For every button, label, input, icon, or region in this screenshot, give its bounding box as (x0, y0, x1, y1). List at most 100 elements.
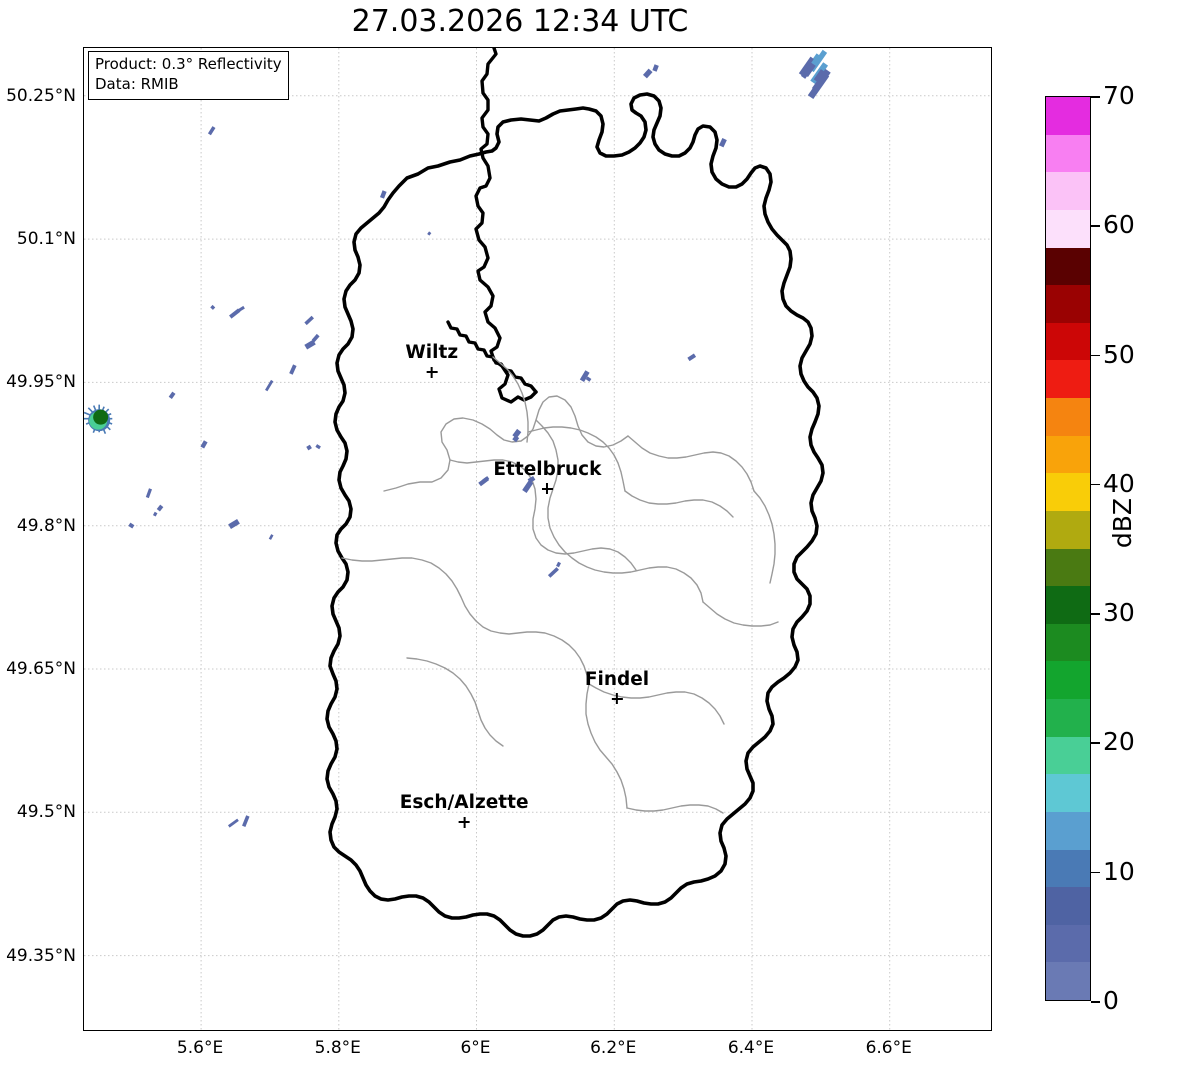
radar-echo-speckle (207, 126, 216, 136)
radar-echo-speckle (478, 476, 490, 487)
colorbar-band-22 (1046, 134, 1090, 173)
colorbar-tick-label: 10 (1103, 856, 1135, 886)
radar-echo-speckle (719, 138, 727, 148)
colorbar-band-14 (1046, 435, 1090, 474)
colorbar-band-13 (1046, 473, 1090, 511)
colorbar-tick (1091, 613, 1100, 615)
colorbar-tick (1091, 225, 1100, 227)
radar-echo-speckle (304, 315, 314, 326)
colorbar-band-20 (1046, 209, 1090, 248)
radar-echo-speckle (547, 561, 561, 578)
latitude-tick-label: 49.5°N (16, 802, 76, 823)
info-data-line: Data: RMIB (95, 74, 179, 93)
colorbar-tick (1091, 742, 1100, 744)
radar-echo-streak (807, 68, 831, 100)
reflectivity-colorbar[interactable] (1045, 96, 1091, 1001)
canton-boundaries (341, 356, 779, 814)
radar-echo-speckle (289, 364, 297, 375)
radar-echo-streak (798, 56, 816, 79)
colorbar-tick-label: 60 (1103, 210, 1135, 240)
city-marker-ettelbruck: Ettelbruck (493, 458, 602, 495)
radar-echo-layer (84, 49, 831, 828)
colorbar-tick (1091, 483, 1100, 486)
colorbar-tick-label: 0 (1103, 986, 1119, 1015)
plus-marker-icon (541, 483, 553, 495)
longitude-tick-label: 6.6°E (865, 1038, 912, 1058)
longitude-tick-label: 6.4°E (727, 1038, 775, 1058)
colorbar-tick (1091, 96, 1100, 98)
latitude-tick-label: 50.1°N (16, 229, 76, 250)
colorbar-band-15 (1046, 398, 1090, 436)
product-info-box: Product: 0.3° Reflectivity Data: RMIB (88, 51, 289, 100)
radar-echo-speckle (145, 488, 153, 499)
luxembourg-border (325, 92, 825, 938)
colorbar-band-8 (1046, 661, 1090, 699)
city-label: Esch/Alzette (399, 792, 529, 814)
page-title: 27.03.2026 12:34 UTC (351, 4, 689, 39)
latitude-tick-label: 49.65°N (6, 658, 76, 679)
colorbar-band-5 (1046, 774, 1090, 812)
colorbar-band-6 (1046, 736, 1090, 775)
colorbar-band-3 (1046, 849, 1090, 888)
colorbar-tick (1091, 1001, 1100, 1003)
colorbar-band-4 (1046, 811, 1090, 850)
colorbar-tick-label: 40 (1103, 468, 1135, 498)
colorbar-tick (1091, 354, 1100, 357)
colorbar-tick-label: 30 (1103, 598, 1135, 628)
radar-echo-speckle (687, 353, 697, 362)
city-label: Wiltz (405, 342, 459, 364)
radar-echo-speckle (228, 519, 240, 529)
radar-echo-speckle (229, 305, 245, 319)
colorbar-band-7 (1046, 699, 1090, 737)
radar-echo-speckle (265, 379, 274, 392)
city-marker-esch-alzette: Esch/Alzette (400, 794, 529, 828)
plus-marker-icon (611, 693, 623, 705)
radar-echo-speckle (128, 522, 135, 529)
colorbar-tick (1091, 871, 1100, 874)
colorbar-band-18 (1046, 285, 1090, 323)
radar-echo-speckle (200, 440, 208, 449)
radar-echo-speckle (306, 444, 321, 451)
map-plot-area[interactable]: Wiltz Ettelbruck Findel Esch/Alzette (83, 47, 992, 1031)
colorbar-tick-label: 20 (1103, 727, 1135, 757)
radar-echo-speckle (642, 64, 659, 79)
radar-echo-speckle (268, 534, 274, 540)
radar-echo-speckle (168, 391, 176, 399)
radar-echo-speckle (304, 333, 320, 350)
latitude-tick-label: 49.95°N (6, 372, 76, 393)
longitude-tick-label: 6°E (460, 1038, 491, 1058)
colorbar-band-21 (1046, 172, 1090, 210)
country-borders (446, 48, 538, 404)
colorbar-band-12 (1046, 510, 1090, 549)
radar-echo-speckle (227, 815, 250, 828)
radar-echo-speckle (379, 190, 387, 199)
radar-echo-speckle (152, 504, 164, 517)
map-gridlines (84, 48, 991, 1030)
radar-echo-speckle (522, 476, 536, 494)
info-product-line: Product: 0.3° Reflectivity (95, 55, 282, 73)
latitude-tick-label: 50.25°N (6, 85, 76, 106)
city-label: Findel (584, 668, 650, 690)
colorbar-band-1 (1046, 924, 1090, 963)
colorbar-band-10 (1046, 586, 1090, 624)
radar-echo-speckle (579, 370, 592, 382)
radar-echo-speckle (427, 231, 432, 236)
map-canvas (84, 48, 991, 1030)
colorbar-band-0 (1046, 962, 1090, 1000)
colorbar-band-17 (1046, 322, 1090, 361)
longitude-tick-label: 6.2°E (590, 1038, 637, 1058)
plus-marker-icon (426, 366, 438, 378)
colorbar-band-23 (1046, 97, 1090, 135)
radar-echo-speckle (210, 304, 216, 310)
city-marker-findel: Findel (584, 668, 650, 705)
city-label: Ettelbruck (493, 458, 602, 480)
colorbar-axis-label: dBZ (1108, 498, 1137, 549)
longitude-tick-label: 5.6°E (176, 1038, 224, 1058)
colorbar-tick-label: 50 (1103, 339, 1135, 369)
city-marker-wiltz: Wiltz (405, 344, 458, 378)
latitude-tick-label: 49.35°N (6, 945, 76, 966)
colorbar-band-16 (1046, 360, 1090, 398)
colorbar-band-2 (1046, 887, 1090, 925)
colorbar-band-19 (1046, 247, 1090, 286)
